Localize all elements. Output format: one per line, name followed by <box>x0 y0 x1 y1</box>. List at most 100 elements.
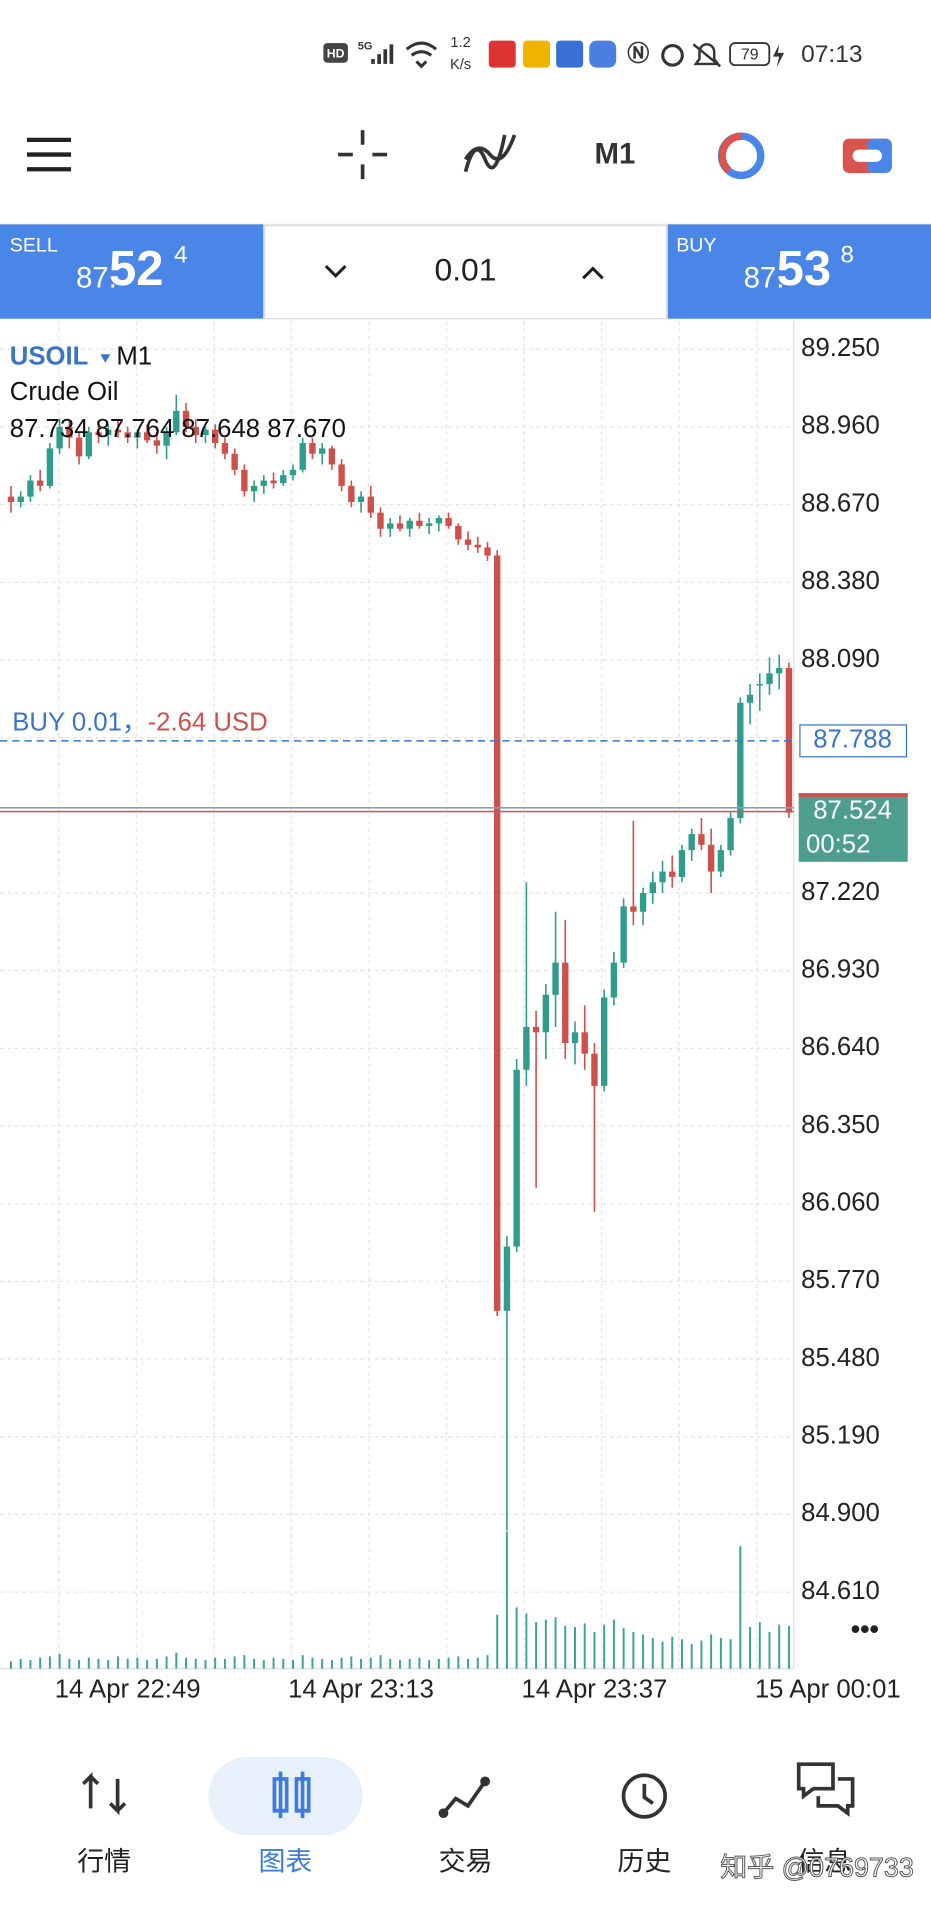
x-tick-label: 14 Apr 22:49 <box>55 1676 201 1704</box>
candle-body <box>669 871 676 877</box>
candle-body <box>241 469 248 492</box>
nav-label[interactable]: 图表 <box>258 1847 312 1877</box>
candle-body <box>737 702 744 819</box>
candle-body <box>163 432 170 446</box>
nav-label[interactable]: 历史 <box>617 1847 671 1877</box>
chart-header: USOIL M1 Crude Oil 87.734 87.764 87.648 … <box>10 343 346 443</box>
nav-label[interactable]: 交易 <box>439 1847 493 1877</box>
nav-icon-chart <box>272 1771 311 1819</box>
y-tick-label: 86.930 <box>801 955 880 983</box>
nav-label[interactable]: 信息 <box>797 1847 851 1877</box>
candle-body <box>678 850 686 877</box>
candle-body <box>338 464 345 486</box>
buy-price: 87. <box>744 261 785 294</box>
candle-body <box>494 555 501 1311</box>
nav-icon-history <box>642 1783 654 1805</box>
candle-body <box>484 547 491 556</box>
symbol-dropdown[interactable] <box>100 354 111 363</box>
battery-icon <box>729 42 771 67</box>
candle-body <box>289 469 297 476</box>
nav-icon-quotes <box>82 1772 127 1816</box>
candle-body <box>445 518 452 527</box>
nav-label[interactable]: 行情 <box>77 1847 131 1877</box>
nfc-icon: Ⓝ <box>627 41 649 66</box>
indicators-button[interactable] <box>463 134 517 173</box>
candle-body <box>348 485 355 502</box>
candle-body <box>659 871 666 883</box>
candle-body <box>56 426 63 449</box>
y-tick-label: 85.480 <box>801 1344 880 1372</box>
candle-body <box>532 1026 540 1033</box>
candle-body <box>212 429 219 444</box>
nav-icon-messages <box>796 1762 855 1817</box>
sell-price: 87. <box>76 261 117 294</box>
candle-body <box>396 523 404 529</box>
candle-body <box>85 432 92 457</box>
hd-badge <box>323 43 348 63</box>
candle-body <box>270 480 277 484</box>
nav-icon-trade <box>480 1776 490 1787</box>
candle-body <box>114 429 122 433</box>
volume-down[interactable] <box>324 264 347 279</box>
order-text: BUY 0.01， <box>12 709 147 737</box>
candle-body <box>17 496 24 502</box>
candle-body <box>425 523 433 527</box>
candle-body <box>766 673 773 685</box>
candle-body <box>562 962 569 1043</box>
more-button[interactable]: ••• <box>851 1614 879 1644</box>
candle-body <box>309 443 316 454</box>
chart: 89.25088.96088.67088.38088.09087.80087.2… <box>0 321 908 1704</box>
candle-body <box>328 448 336 465</box>
speed: 1.2 <box>450 35 470 51</box>
candle-body <box>688 834 695 851</box>
candle-body <box>182 410 190 427</box>
candle-body <box>221 443 229 454</box>
buy-button[interactable] <box>667 224 931 319</box>
symbol[interactable]: USOIL <box>10 343 89 371</box>
candle-body <box>377 512 384 529</box>
candle-body <box>639 892 647 912</box>
timeframe-button[interactable]: M1 <box>595 138 636 171</box>
sell-button[interactable] <box>0 224 264 319</box>
candle-body <box>357 496 365 502</box>
speed-unit: K/s <box>450 57 471 73</box>
candle-body <box>707 844 715 872</box>
ohlc: 87.734 87.764 87.648 87.670 <box>10 415 346 443</box>
description: Crude Oil <box>10 378 119 406</box>
wifi-icon <box>405 41 438 69</box>
y-tick-label: 88.960 <box>801 412 880 440</box>
candle-body <box>746 694 754 703</box>
candle-body <box>416 520 423 527</box>
menu-button[interactable] <box>26 137 72 172</box>
candle-body <box>387 523 394 529</box>
candle-body <box>105 429 112 435</box>
candle-body <box>581 1032 588 1054</box>
y-tick-label: 88.670 <box>801 489 880 517</box>
candle-body <box>75 437 83 457</box>
y-tick-label: 86.640 <box>801 1033 880 1061</box>
buy-label: BUY <box>676 235 716 257</box>
bid-price: 87.524 <box>813 796 892 824</box>
signal-icon <box>371 44 394 64</box>
charge-icon <box>772 44 784 68</box>
candle-body <box>202 429 209 435</box>
toolbar: M1 <box>26 130 892 180</box>
y-tick-label: 84.900 <box>801 1499 880 1527</box>
candle-body <box>406 520 413 529</box>
y-tick-label: 86.350 <box>801 1111 880 1139</box>
candle-body <box>610 962 618 998</box>
candle-body <box>717 850 725 872</box>
candle-body <box>134 432 141 438</box>
candle-body <box>280 475 287 484</box>
crosshair-button[interactable] <box>338 130 388 180</box>
volume[interactable]: 0.01 <box>435 252 497 288</box>
candle-body <box>513 1069 520 1247</box>
candle-body <box>776 668 783 674</box>
buy-price: 8 <box>840 242 854 269</box>
y-tick-label: 86.060 <box>801 1188 880 1216</box>
candle-body <box>46 448 54 486</box>
candle-body <box>630 906 637 912</box>
volume-up[interactable] <box>582 266 604 280</box>
y-tick-label: 88.380 <box>801 567 880 595</box>
